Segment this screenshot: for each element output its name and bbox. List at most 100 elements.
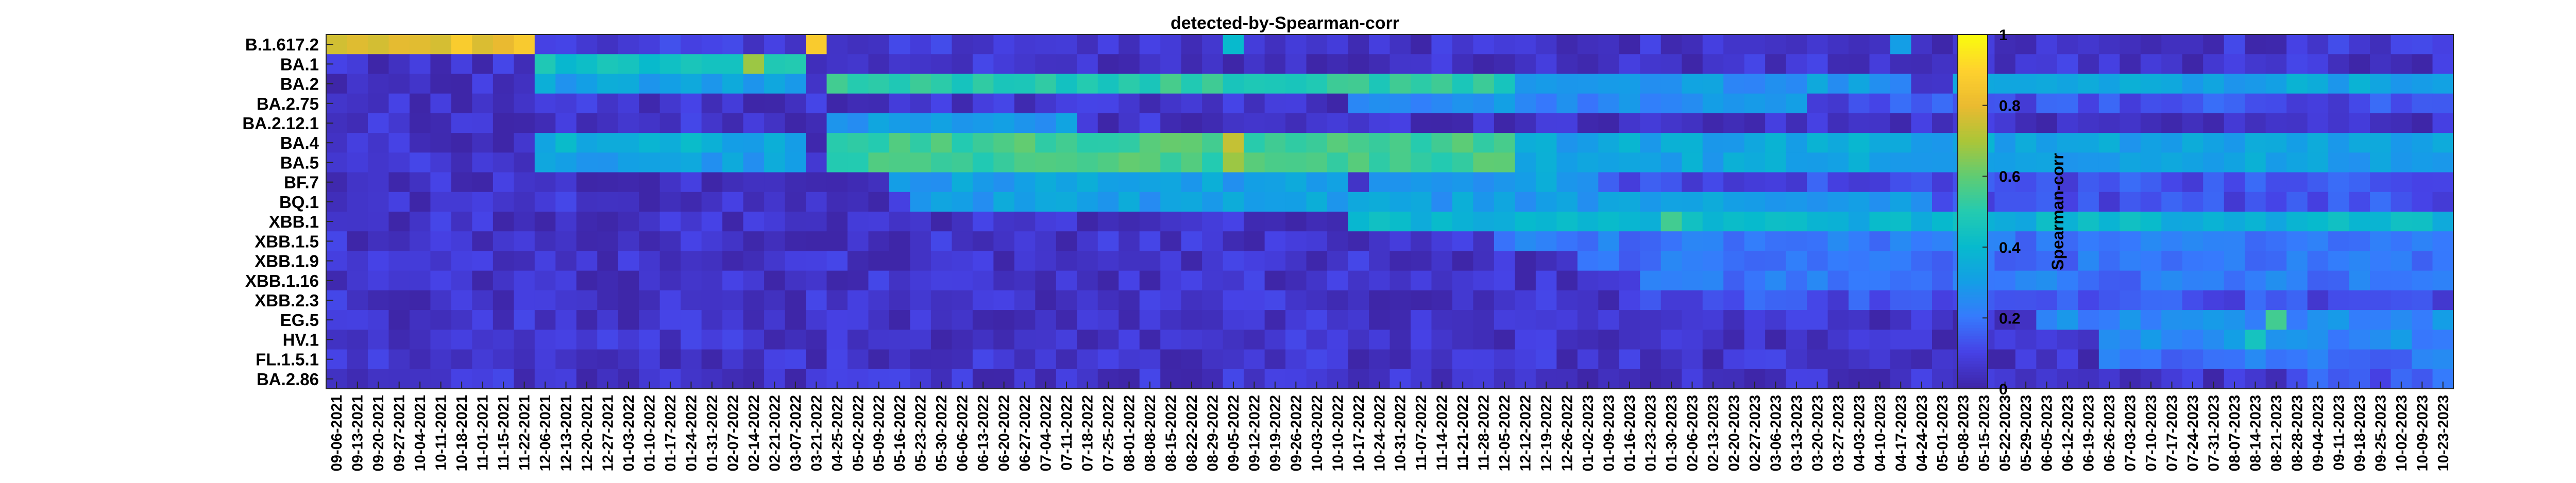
heatmap-cell [1807,93,1828,114]
heatmap-cell [367,34,389,55]
heatmap-cell [1389,290,1411,310]
heatmap-cell [1640,290,1662,310]
heatmap-cell [451,152,472,173]
heatmap-cell [534,34,556,55]
heatmap-cell [889,231,911,252]
heatmap-cell [1160,34,1182,55]
colorbar-band [1958,331,1988,334]
heatmap-cell [1139,54,1161,75]
column-label: 11-07-2022 [1413,395,1430,471]
heatmap-cell [2036,231,2058,252]
heatmap-cell [701,251,723,271]
heatmap-cell [889,74,911,94]
heatmap-cell [2036,152,2058,173]
heatmap-cell [1494,270,1515,291]
colorbar-band [1958,353,1988,356]
row-label: BA.2.75 [257,94,319,113]
heatmap-cell [2391,152,2412,173]
heatmap-cell [1744,349,1766,370]
colorbar-band [1958,325,1988,329]
heatmap-cell [1097,74,1119,94]
heatmap-cell [1765,270,1787,291]
heatmap-cell [848,133,869,153]
heatmap-cell [1911,310,1933,330]
heatmap-cell [597,310,619,330]
heatmap-cell [1431,310,1453,330]
heatmap-cell [1431,34,1453,55]
column-label: 06-26-2023 [2102,395,2118,471]
heatmap-cell [1160,192,1182,212]
heatmap-cell [1535,192,1557,212]
heatmap-cell [764,330,786,350]
heatmap-cell [1827,113,1849,133]
heatmap-cell [2036,34,2058,55]
heatmap-cell [681,54,702,75]
column-label: 04-10-2023 [1872,395,1889,471]
column-label: 07-31-2023 [2206,395,2222,471]
heatmap-cell [618,152,639,173]
heatmap-cell [2370,349,2392,370]
heatmap-cell [1264,113,1286,133]
colorbar-band [1958,184,1988,187]
heatmap-cell [1035,310,1057,330]
heatmap-cell [2432,113,2454,133]
heatmap-cell [451,93,472,114]
heatmap-cell [1931,349,1954,370]
heatmap-cell [1244,330,1265,350]
heatmap-cell [493,152,514,173]
heatmap-cell [1556,310,1578,330]
column-label: 12-12-2022 [1518,395,1534,471]
heatmap-cell [1786,192,1807,212]
heatmap-cell [806,93,827,114]
heatmap-cell [2307,349,2329,370]
heatmap-cell [681,231,702,252]
heatmap-cell [722,330,744,350]
heatmap-cell [2265,74,2287,94]
heatmap-cell [1452,251,1474,271]
heatmap-cell [1369,152,1391,173]
heatmap-cell [618,290,639,310]
heatmap-cell [1682,290,1703,310]
heatmap-cell [2161,192,2183,212]
heatmap-cell [1869,231,1891,252]
heatmap-cell [2140,113,2162,133]
heatmap-cell [1911,34,1933,55]
heatmap-cell [347,133,368,153]
heatmap-cell [534,251,556,271]
column-label: 03-21-2022 [808,395,825,471]
heatmap-cell [2245,54,2266,75]
colorbar-band [1958,234,1988,237]
heatmap-cell [1515,330,1536,350]
heatmap-cell [2224,310,2245,330]
heatmap-cell [2161,172,2183,193]
heatmap-cell [848,152,869,173]
heatmap-cell [2057,231,2078,252]
heatmap-cell [1389,231,1411,252]
heatmap-cell [1056,330,1077,350]
heatmap-cell [388,54,410,75]
colorbar-tick-label: 0.6 [1999,168,2021,185]
heatmap-cell [2140,231,2162,252]
heatmap-cell [2307,113,2329,133]
heatmap-cell [430,349,452,370]
heatmap-cell [1431,330,1453,350]
heatmap-cell [472,133,494,153]
heatmap-cell [367,113,389,133]
heatmap-cell [472,74,494,94]
row-label: BA.1 [280,55,319,74]
heatmap-cell [701,133,723,153]
heatmap-cell [1744,172,1766,193]
heatmap-cell [785,54,806,75]
heatmap-cell [639,152,660,173]
heatmap-cell [889,349,911,370]
heatmap-cell [1244,172,1265,193]
heatmap-cell [347,290,368,310]
heatmap-cell [1118,54,1140,75]
heatmap-cell [1556,192,1578,212]
heatmap-cell [743,74,765,94]
heatmap-cell [2265,349,2287,370]
heatmap-cell [1077,93,1098,114]
heatmap-cell [1327,231,1349,252]
heatmap-cell [430,133,452,153]
heatmap-cell [2036,290,2058,310]
